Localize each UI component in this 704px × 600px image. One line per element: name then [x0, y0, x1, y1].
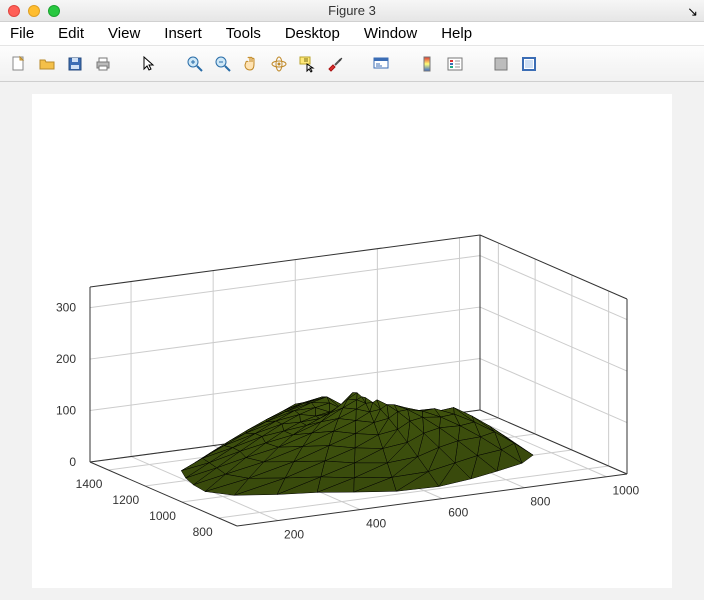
zoom-in-icon[interactable]	[184, 53, 206, 75]
pan-icon[interactable]	[240, 53, 262, 75]
showplot-icon[interactable]	[518, 53, 540, 75]
svg-text:1400: 1400	[76, 477, 103, 491]
svg-text:200: 200	[284, 528, 304, 542]
close-icon[interactable]	[8, 5, 20, 17]
zoom-window-icon[interactable]	[48, 5, 60, 17]
menu-tools[interactable]: Tools	[226, 25, 261, 42]
svg-text:400: 400	[366, 517, 386, 531]
menu-help[interactable]: Help	[441, 25, 472, 42]
plot-svg: 0 100 200 300 800 1000 1200 1400 200 400 600 800 100…	[32, 94, 672, 588]
svg-text:1200: 1200	[112, 493, 139, 507]
menu-window[interactable]: Window	[364, 25, 417, 42]
menu-insert[interactable]: Insert	[164, 25, 202, 42]
menu-bar: File Edit View Insert Tools Desktop Wind…	[0, 22, 704, 46]
svg-text:600: 600	[448, 506, 468, 520]
open-icon[interactable]	[36, 53, 58, 75]
svg-text:800: 800	[530, 495, 550, 509]
new-file-icon[interactable]	[8, 53, 30, 75]
window-title: Figure 3	[0, 3, 704, 18]
svg-text:1000: 1000	[612, 484, 639, 498]
dock-menu-icon[interactable]: ↘	[687, 4, 698, 20]
svg-text:200: 200	[56, 352, 76, 366]
menu-items: File Edit View Insert Tools Desktop Wind…	[10, 25, 472, 42]
window-controls	[8, 5, 60, 17]
print-icon[interactable]	[92, 53, 114, 75]
figure-toolbar	[0, 46, 704, 82]
window-titlebar: Figure 3	[0, 0, 704, 22]
svg-text:0: 0	[69, 455, 76, 469]
menu-edit[interactable]: Edit	[58, 25, 84, 42]
save-icon[interactable]	[64, 53, 86, 75]
pointer-icon[interactable]	[138, 53, 160, 75]
figure-canvas: 0 100 200 300 800 1000 1200 1400 200 400 600 800 100…	[0, 82, 704, 600]
zoom-out-icon[interactable]	[212, 53, 234, 75]
axes-3d[interactable]: 0 100 200 300 800 1000 1200 1400 200 400 600 800 100…	[32, 94, 672, 588]
rotate3d-icon[interactable]	[268, 53, 290, 75]
svg-text:300: 300	[56, 301, 76, 315]
menu-view[interactable]: View	[108, 25, 140, 42]
datacursor-icon[interactable]	[296, 53, 318, 75]
svg-text:1000: 1000	[149, 509, 176, 523]
svg-text:100: 100	[56, 404, 76, 418]
legend-icon[interactable]	[444, 53, 466, 75]
menu-desktop[interactable]: Desktop	[285, 25, 340, 42]
colorbar-icon[interactable]	[416, 53, 438, 75]
minimize-icon[interactable]	[28, 5, 40, 17]
hideplot-icon[interactable]	[490, 53, 512, 75]
menu-file[interactable]: File	[10, 25, 34, 42]
link-icon[interactable]	[370, 53, 392, 75]
svg-text:800: 800	[193, 525, 213, 539]
brush-icon[interactable]	[324, 53, 346, 75]
